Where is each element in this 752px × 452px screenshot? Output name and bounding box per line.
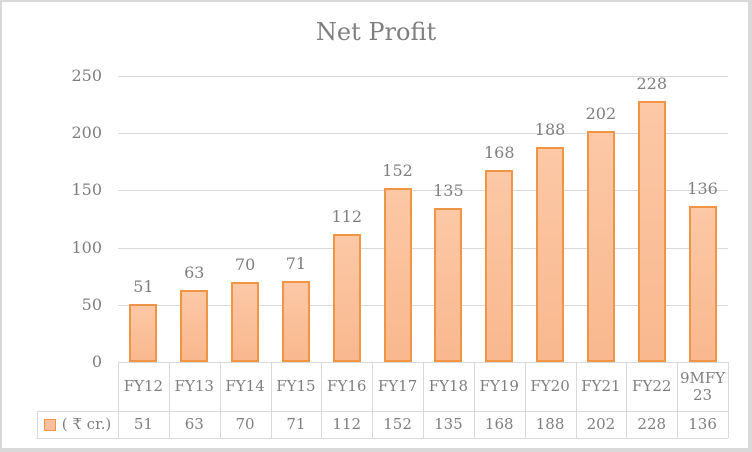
category-label: FY15 [271,362,322,411]
category-label: FY21 [576,362,627,411]
data-label: 188 [534,119,566,139]
table-border [321,362,322,438]
category-text: FY12 [123,377,164,395]
category-label: FY16 [321,362,372,411]
category-label: 9MFY 23 [677,362,728,411]
category-text: FY22 [632,377,672,395]
y-tick-label: 200 [71,123,102,142]
legend-swatch-icon [43,418,56,431]
table-value: 188 [535,415,565,433]
gridline [118,76,728,77]
y-tick-label: 0 [91,352,102,371]
data-label: 135 [433,180,464,200]
data-label: 136 [687,179,718,199]
table-border [474,362,475,438]
table-value: 202 [586,415,616,433]
data-label: 168 [483,142,515,162]
bar-fy16 [332,233,361,362]
table-border [525,362,526,438]
bar-fy17 [383,188,412,362]
gridline [118,248,728,249]
bar-9mfy23 [688,206,717,362]
table-border [271,362,272,438]
table-value: 136 [688,415,717,433]
table-border [118,362,119,438]
bar-fy15 [281,280,310,362]
category-label: FY12 [118,362,169,411]
data-label: 228 [636,74,668,94]
category-text: FY14 [225,377,265,395]
bar-fy19 [485,169,514,362]
data-label: 202 [585,103,617,123]
table-value: 168 [484,415,514,433]
data-label: 63 [184,262,205,282]
category-text: FY21 [581,377,621,395]
data-label: 70 [234,254,256,274]
category-label: FY13 [169,362,220,411]
table-value: 63 [184,415,204,433]
category-text: FY18 [428,377,469,395]
category-text: FY13 [174,377,214,395]
data-label: 152 [382,161,413,181]
bar-fy13 [180,289,209,362]
table-border [423,362,424,438]
table-border [626,362,627,438]
table-border [37,411,728,412]
y-tick-label: 50 [81,295,102,314]
category-label: FY19 [474,362,525,411]
gridline [118,133,728,134]
table-value: 70 [235,415,255,433]
bar-fy20 [536,146,565,362]
category-label: FY17 [372,362,423,411]
category-text: FY19 [479,377,519,395]
table-border [372,362,373,438]
table-value: 152 [383,415,412,433]
bar-fy22 [637,101,666,362]
category-text: FY16 [327,377,367,395]
bar-fy12 [129,303,158,362]
category-text: FY20 [530,377,570,395]
table-border [220,362,221,438]
category-label: FY18 [423,362,474,411]
y-tick-label: 100 [71,238,102,257]
data-label: 51 [133,276,154,296]
table-border [728,362,729,438]
bar-fy21 [586,130,615,362]
table-value: 228 [637,415,667,433]
table-value: 112 [332,415,362,433]
table-border [37,411,38,438]
chart-title: Net Profit [315,18,437,46]
category-text: 9MFY 23 [679,368,726,404]
legend-label: ( ₹ cr.) [61,415,112,433]
table-value: 71 [286,415,306,433]
category-label: FY20 [525,362,576,411]
category-text: FY15 [276,377,316,395]
bar-fy18 [434,207,463,362]
legend-cell: ( ₹ cr.) [37,411,118,438]
gridline [118,305,728,306]
y-tick-label: 150 [71,180,102,199]
category-label: FY14 [220,362,271,411]
table-value: 51 [133,415,153,433]
data-label: 112 [331,206,363,226]
category-text: FY17 [377,377,418,395]
table-border [37,438,728,439]
bar-fy14 [231,281,260,362]
data-label: 71 [285,253,307,273]
y-tick-label: 250 [71,66,102,85]
gridline [118,190,728,191]
category-label: FY22 [626,362,677,411]
table-border [677,362,678,438]
table-border [576,362,577,438]
table-value: 135 [434,415,463,433]
table-border [169,362,170,438]
